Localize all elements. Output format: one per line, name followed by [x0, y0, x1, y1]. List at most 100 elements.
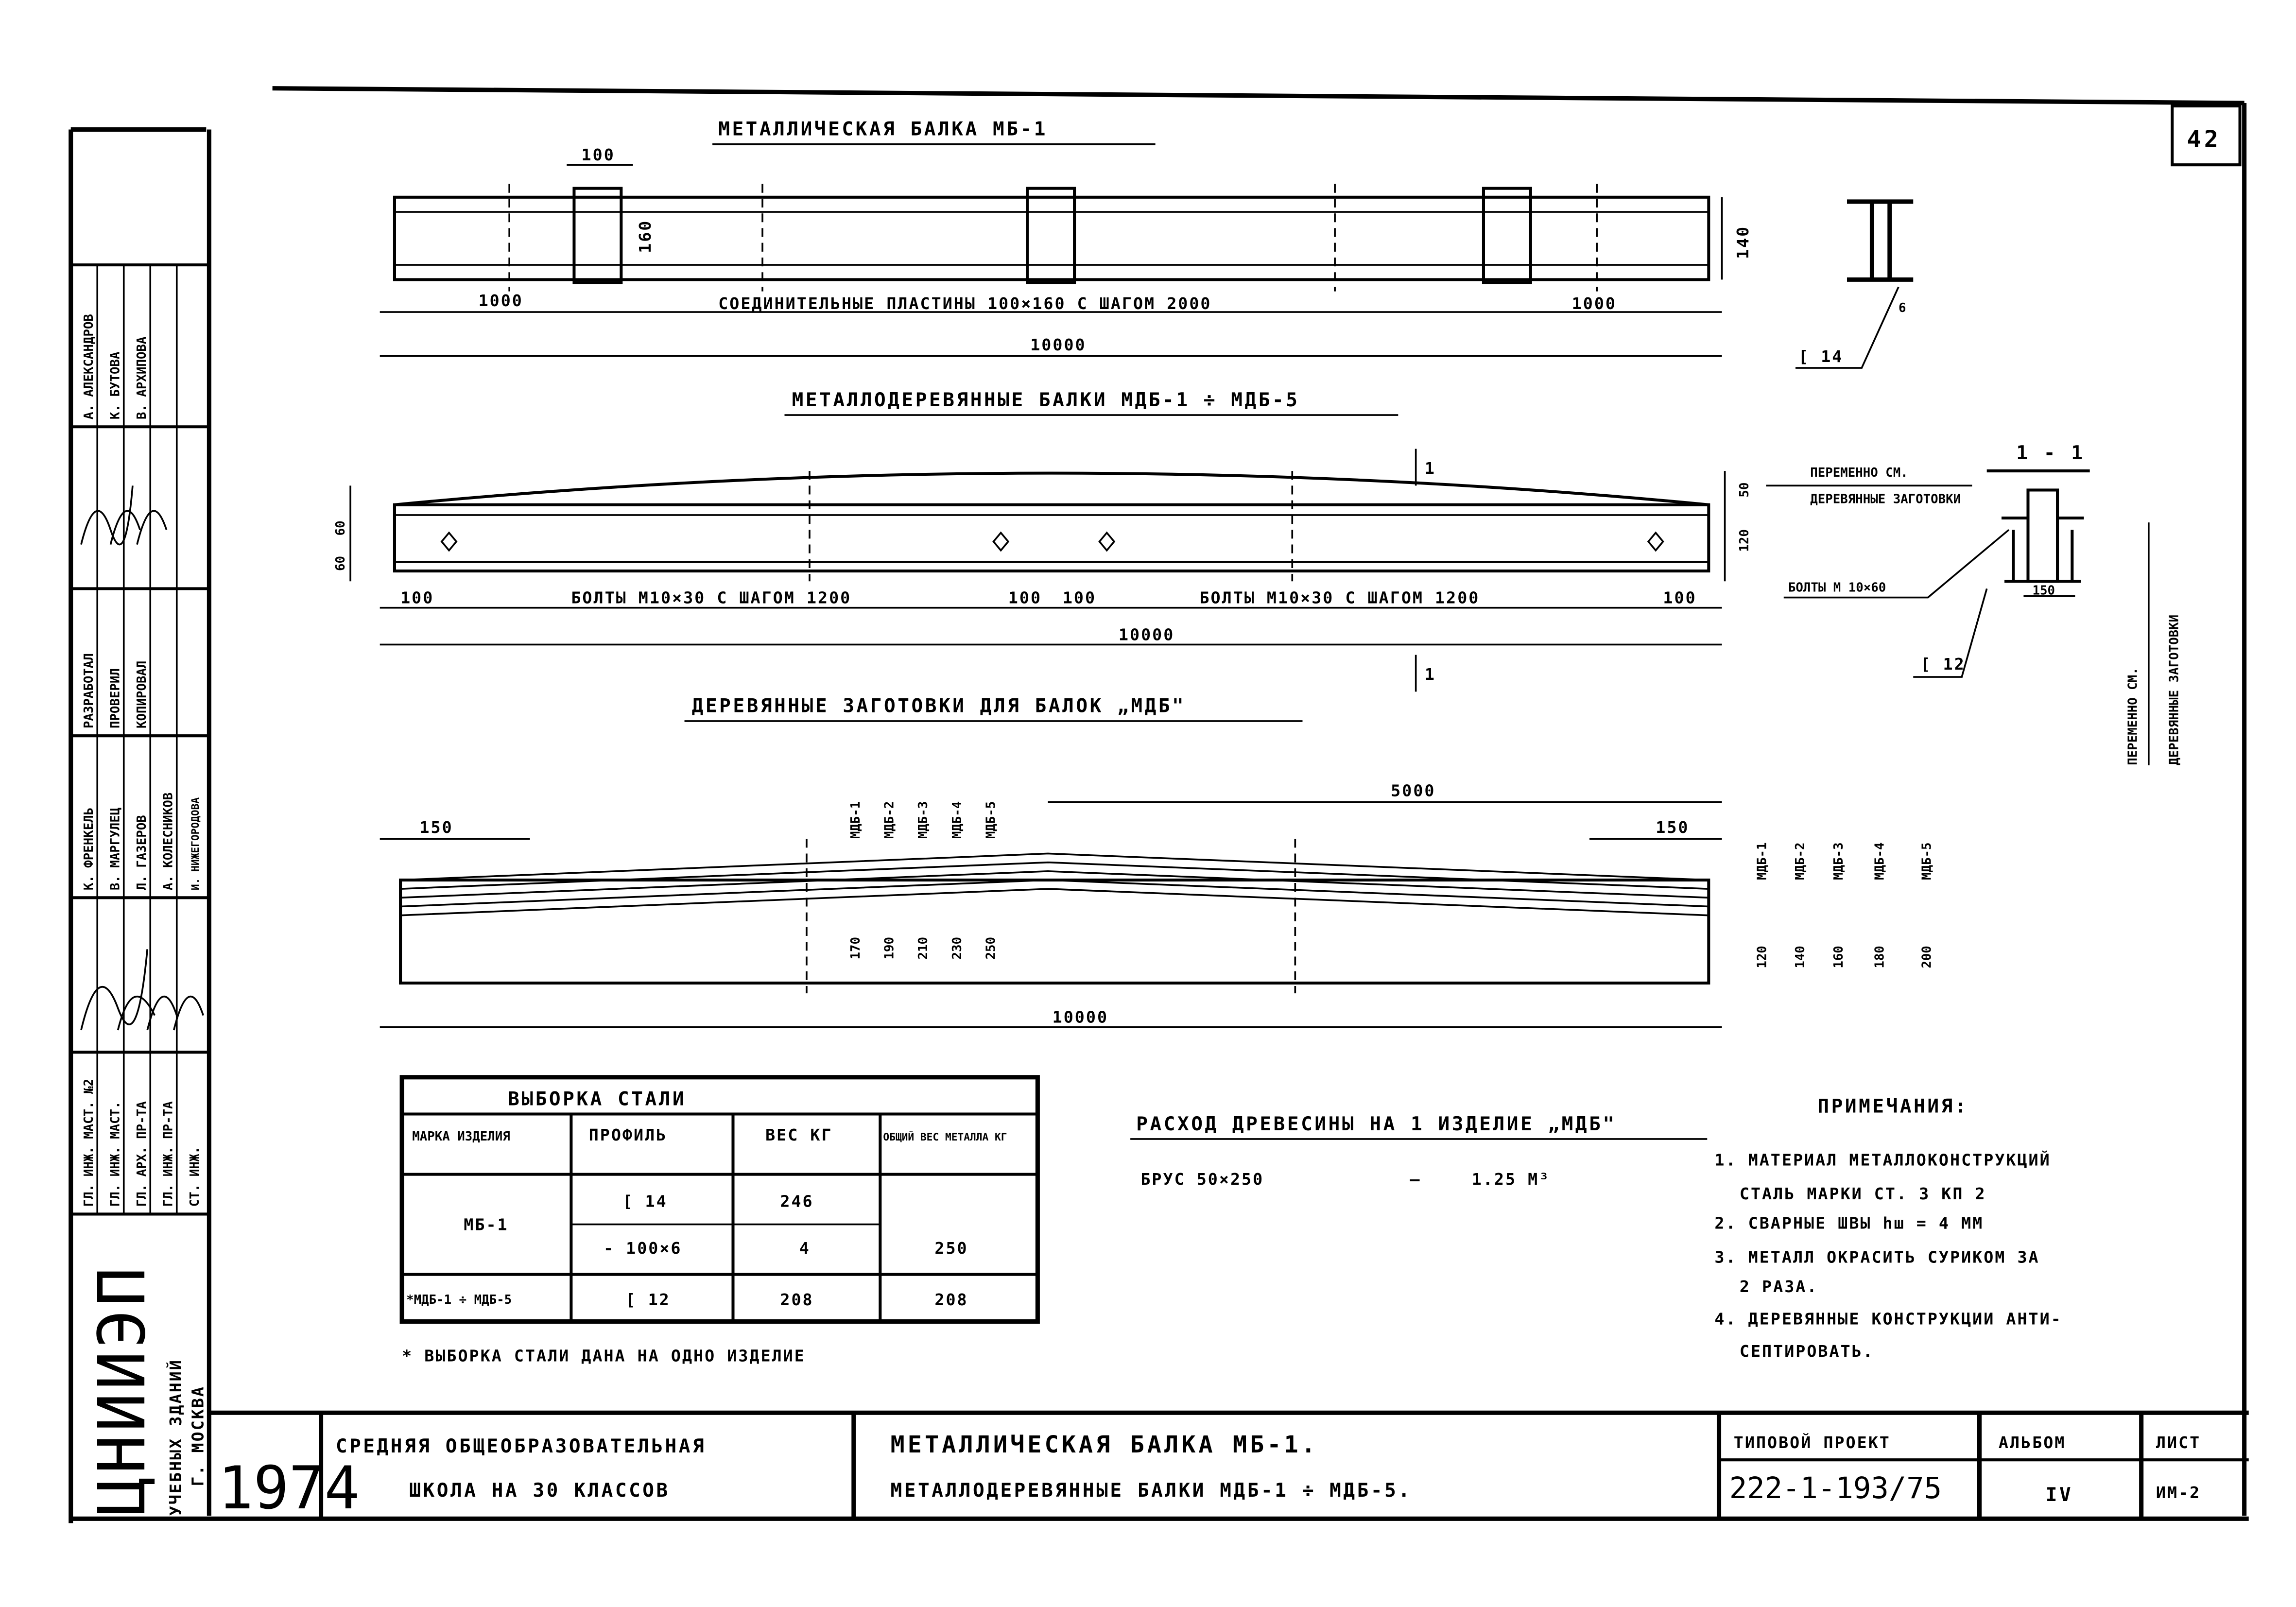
- album-label: АЛЬБОМ: [1999, 1433, 2066, 1452]
- mid-height: 210: [916, 937, 931, 959]
- position: СТ. ИНЖ.: [188, 1146, 202, 1207]
- position: ГЛ. ИНЖ. МАСТ. №2: [82, 1079, 96, 1207]
- note-item: 3. МЕТАЛЛ ОКРАСИТЬ СУРИКОМ ЗА: [1714, 1247, 2039, 1266]
- role: ПРОВЕРИЛ: [108, 668, 123, 728]
- dim-left-a: 60: [333, 520, 348, 536]
- steel-table: ВЫБОРКА СТАЛИ МАРКА ИЗДЕЛИЯ ПРОФИЛЬ ВЕС …: [399, 1075, 1040, 1365]
- dim-left: 150: [419, 818, 453, 837]
- end-mark: МДБ-2: [1793, 843, 1808, 880]
- album-value: IV: [2046, 1484, 2073, 1506]
- section-mark-bottom: 1: [1425, 665, 1436, 684]
- end-height: 140: [1793, 946, 1808, 968]
- note-profile: [ 12: [1920, 655, 1965, 674]
- position-name: Л. ГАЗЕРОВ: [135, 815, 149, 890]
- dim-half: 5000: [1391, 781, 1435, 800]
- end-height: 120: [1755, 946, 1769, 968]
- mid-mark: МДБ-5: [984, 801, 999, 839]
- cell-profile: [ 14: [622, 1192, 667, 1210]
- mid-height: 170: [848, 937, 863, 959]
- org-line2: Г. МОСКВА: [188, 1385, 207, 1486]
- section-title: 1 - 1: [2016, 442, 2085, 464]
- beam-mdb-view: МЕТАЛЛОДЕРЕВЯННЫЕ БАЛКИ МДБ-1 ÷ МДБ-5 1 …: [333, 389, 2010, 692]
- end-mark: МДБ-3: [1831, 843, 1846, 880]
- title-block: 1974 СРЕДНЯЯ ОБЩЕОБРАЗОВАТЕЛЬНАЯ ШКОЛА Н…: [218, 1413, 2249, 1522]
- position-name: А. КОЛЕСНИКОВ: [161, 793, 176, 890]
- section-profile: [ 14: [1798, 347, 1843, 366]
- cell-weight: 246: [780, 1192, 813, 1210]
- mid-mark: МДБ-3: [916, 801, 931, 839]
- wood-item: БРУС 50×250: [1140, 1170, 1264, 1189]
- dim-mid-b: 100: [1063, 588, 1096, 607]
- note-item: 4. ДЕРЕВЯННЫЕ КОНСТРУКЦИИ АНТИ-: [1714, 1310, 2062, 1329]
- mid-mark: МДБ-4: [950, 801, 965, 839]
- header-weight: ВЕС КГ: [765, 1125, 832, 1144]
- mid-mark: МДБ-2: [882, 801, 897, 839]
- cell-mark: МБ-1: [464, 1215, 508, 1234]
- beam-mdb-title: МЕТАЛЛОДЕРЕВЯННЫЕ БАЛКИ МДБ-1 ÷ МДБ-5: [792, 389, 1300, 411]
- cell-weight: 4: [799, 1239, 811, 1258]
- steel-table-footnote: * ВЫБОРКА СТАЛИ ДАНА НА ОДНО ИЗДЕЛИЕ: [402, 1346, 806, 1365]
- wood-dash: —: [1410, 1170, 1421, 1189]
- weld-size: 6: [1899, 301, 1906, 315]
- cell-profile: [ 12: [625, 1290, 670, 1309]
- position-name: И. НИЖЕГОРОДОВА: [189, 797, 201, 891]
- role-name: К. БУТОВА: [108, 351, 123, 419]
- role-name: В. АРХИПОВА: [135, 336, 149, 419]
- project-line1: СРЕДНЯЯ ОБЩЕОБРАЗОВАТЕЛЬНАЯ: [336, 1435, 706, 1457]
- bolts-right-note: БОЛТЫ М10×30 С ШАГОМ 1200: [1199, 588, 1480, 607]
- note-item: 2 РАЗА.: [1740, 1277, 1818, 1296]
- drawing-line1: МЕТАЛЛИЧЕСКАЯ БАЛКА МБ-1.: [891, 1431, 1318, 1458]
- beam-mb1-view: МЕТАЛЛИЧЕСКАЯ БАЛКА МБ-1 100 160 140 100…: [380, 118, 1914, 369]
- cell-profile: - 100×6: [604, 1239, 682, 1258]
- dim-total: 10000: [1030, 335, 1086, 354]
- note-item: 1. МАТЕРИАЛ МЕТАЛЛОКОНСТРУКЦИЙ: [1714, 1150, 2051, 1169]
- wood-blanks-title: ДЕРЕВЯННЫЕ ЗАГОТОВКИ ДЛЯ БАЛОК „МДБ": [692, 695, 1186, 717]
- end-mark: МДБ-4: [1873, 843, 1887, 880]
- mid-mark: МДБ-1: [848, 801, 863, 839]
- header-profile: ПРОФИЛЬ: [589, 1125, 668, 1144]
- dim-mid-a: 100: [1008, 588, 1042, 607]
- position: ГЛ. ИНЖ. МАСТ.: [108, 1101, 123, 1207]
- side-stamp: А. АЛЕКСАНДРОВ К. БУТОВА В. АРХИПОВА РАЗ…: [70, 263, 209, 1516]
- beam-mb1-title: МЕТАЛЛИЧЕСКАЯ БАЛКА МБ-1: [718, 118, 1048, 140]
- end-height-labels: МДБ-1 МДБ-2 МДБ-3 МДБ-4 МДБ-5 120 140 16…: [1755, 843, 1934, 968]
- section-note-wood: ДЕРЕВЯННЫЕ ЗАГОТОВКИ: [2167, 615, 2181, 765]
- note-item: 2. СВАРНЫЕ ШВЫ hш = 4 ММ: [1714, 1214, 1984, 1233]
- dim-end-right: 100: [1663, 588, 1696, 607]
- cell-total: 250: [934, 1239, 968, 1258]
- note-variable: ПЕРЕМЕННО СМ.: [1810, 466, 1908, 480]
- mid-height-labels: МДБ-1 МДБ-2 МДБ-3 МДБ-4 МДБ-5 170 190 21…: [848, 801, 999, 960]
- dim-right: 1000: [1572, 294, 1617, 313]
- mid-height: 190: [882, 937, 897, 959]
- end-mark: МДБ-5: [1920, 843, 1934, 880]
- sheet-number-box: 42: [2171, 104, 2242, 167]
- dim-total: 10000: [1119, 625, 1174, 644]
- note-item: СТАЛЬ МАРКИ СТ. 3 КП 2: [1740, 1184, 1986, 1203]
- end-height: 200: [1920, 946, 1934, 968]
- dim-end-left: 100: [400, 588, 434, 607]
- project-line2: ШКОЛА НА 30 КЛАССОВ: [409, 1479, 670, 1502]
- mb1-section: 6 [ 14: [1795, 199, 1914, 369]
- wood-consumption: РАСХОД ДРЕВЕСИНЫ НА 1 ИЗДЕЛИЕ „МДБ" БРУС…: [1130, 1113, 1708, 1189]
- org-line1: УЧЕБНЫХ ЗДАНИЙ: [166, 1359, 185, 1516]
- end-height: 160: [1831, 946, 1846, 968]
- dim-height: 140: [1733, 225, 1752, 259]
- position: ГЛ. АРХ. ПР-ТА: [135, 1101, 149, 1207]
- plates-note: СОЕДИНИТЕЛЬНЫЕ ПЛАСТИНЫ 100×160 С ШАГОМ …: [718, 294, 1211, 313]
- cell-total: 208: [934, 1290, 968, 1309]
- section-mark-top: 1: [1425, 459, 1436, 478]
- typical-project-value: 222-1-193/75: [1729, 1471, 1942, 1505]
- position: ГЛ. ИНЖ. ПР-ТА: [161, 1101, 176, 1207]
- dim-left-b: 60: [333, 556, 348, 571]
- position-name: К. ФРЕНКЕЛЬ: [82, 808, 96, 890]
- sheet-value: ИМ-2: [2156, 1483, 2201, 1502]
- bolts-left-note: БОЛТЫ М10×30 С ШАГОМ 1200: [571, 588, 851, 607]
- end-mark: МДБ-1: [1755, 843, 1769, 880]
- dim-left: 1000: [479, 291, 523, 310]
- year: 1974: [218, 1454, 360, 1522]
- role-name: А. АЛЕКСАНДРОВ: [82, 314, 96, 419]
- dim-total: 10000: [1053, 1008, 1108, 1027]
- wood-value: 1.25 М³: [1472, 1170, 1551, 1189]
- typical-project-label: ТИПОВОЙ ПРОЕКТ: [1734, 1433, 1891, 1452]
